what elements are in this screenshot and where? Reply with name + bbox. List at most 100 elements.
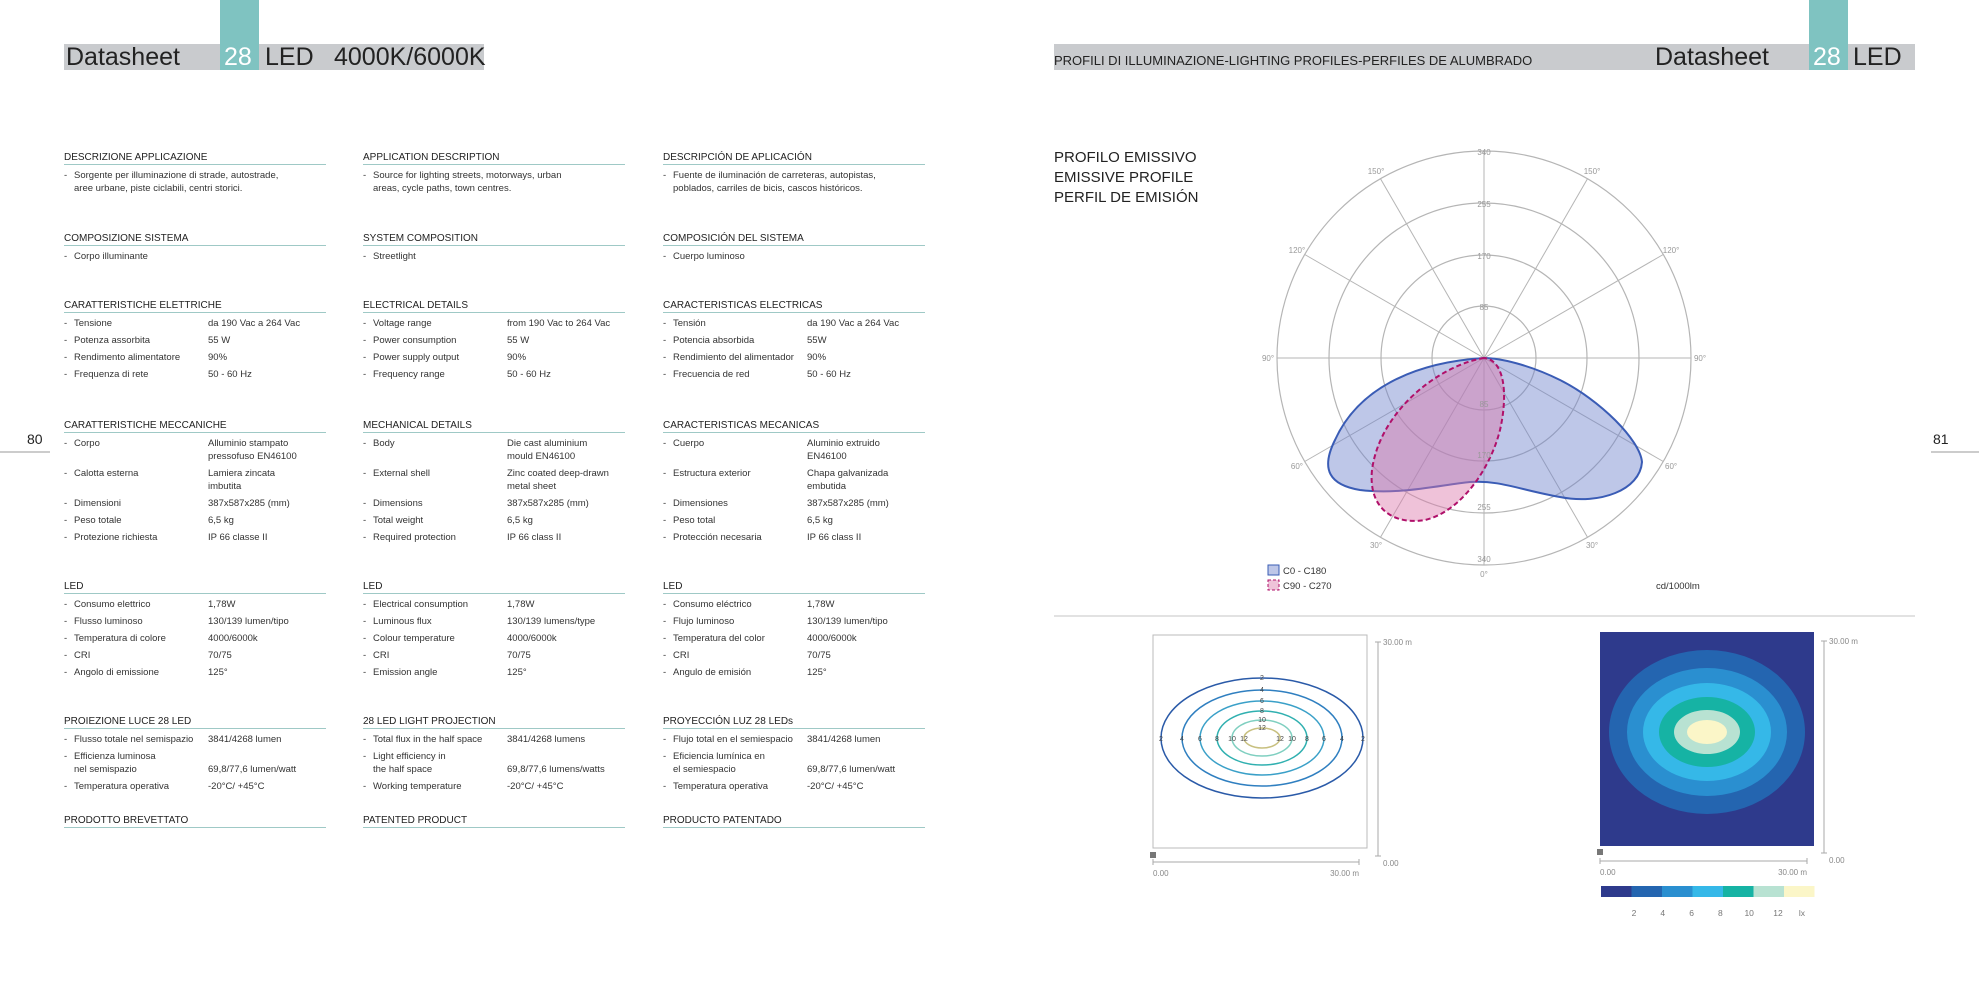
spec-item: Body Die cast aluminium mould EN46100	[363, 437, 625, 463]
contour-label: 8	[1305, 736, 1309, 743]
spec-value: 125°	[807, 667, 827, 678]
spec-item: Cuerpo Aluminio extruido EN46100	[663, 437, 925, 463]
header-title: Datasheet	[1655, 43, 1769, 71]
section-heading: 28 LED LIGHT PROJECTION	[363, 716, 625, 729]
spec-label: Total flux in the half space	[373, 734, 483, 745]
spec-item: Calotta esterna Lamiera zincata imbutita	[64, 467, 326, 493]
spec-label: Source for lighting streets, motorways, …	[373, 170, 562, 194]
spec-section: MECHANICAL DETAILS Body Die cast aluminium…	[363, 420, 625, 548]
contour-label: 8	[1215, 736, 1219, 743]
spec-label: CRI	[373, 650, 390, 661]
spec-value: 90%	[507, 352, 527, 363]
polar-spoke	[1380, 357, 1485, 538]
origin-marker	[1150, 852, 1156, 858]
spec-item: Consumo elettrico 1,78W	[64, 598, 326, 611]
page-number: 80	[27, 431, 43, 447]
contour-label: 4	[1340, 736, 1344, 743]
contour-label: 6	[1198, 736, 1202, 743]
spec-value: Alluminio stampato pressofuso EN46100	[208, 438, 297, 462]
spec-value: Die cast aluminium mould EN46100	[507, 438, 588, 462]
contour-label: 4	[1180, 736, 1184, 743]
color-scale-segment	[1692, 886, 1723, 897]
polar-radial-label: 255	[1477, 200, 1491, 209]
spec-section: CARACTERISTICAS MECANICAS Cuerpo Aluminio …	[663, 420, 925, 548]
spec-section: PRODOTTO BREVETTATO	[64, 815, 326, 832]
spec-label: Peso total	[673, 515, 716, 526]
spec-value: 70/75	[208, 650, 232, 661]
section-heading: LED	[64, 581, 326, 594]
spec-label: Estructura exterior	[673, 468, 751, 479]
spec-label: Temperatura di colore	[74, 633, 166, 644]
spec-section: 28 LED LIGHT PROJECTION Total flux in the…	[363, 716, 625, 797]
spec-value: -20°C/ +45°C	[507, 781, 564, 792]
spec-section: CARACTERISTICAS ELECTRICAS Tensión da 190 …	[663, 300, 925, 385]
contour-label: 4	[1260, 687, 1264, 694]
heatmap-band	[1687, 720, 1727, 744]
spec-item: Temperatura operativa -20°C/ +45°C	[64, 780, 326, 793]
spec-item: Fuente de iluminación de carreteras, aut…	[663, 169, 925, 195]
spec-label: Potencia absorbida	[673, 335, 755, 346]
polar-spoke	[1483, 357, 1588, 538]
spec-value: 4000/6000k	[208, 633, 258, 644]
spec-value: 130/139 lumen/tipo	[807, 616, 888, 627]
spec-section: PRODUCTO PATENTADO	[663, 815, 925, 832]
contour-label: 10	[1258, 717, 1266, 724]
spec-label: Corpo illuminante	[74, 251, 148, 262]
spec-label: Tensión	[673, 318, 706, 329]
spec-item: Rendimento alimentatore 90%	[64, 351, 326, 364]
isolux-contour	[1160, 677, 1364, 799]
spec-item: Dimensiones 387x587x285 (mm)	[663, 497, 925, 510]
axis-label: 30.00 m	[1383, 638, 1412, 647]
spec-label: CRI	[74, 650, 91, 661]
polar-radial-label: 170	[1477, 252, 1491, 261]
spec-item: Colour temperature 4000/6000k	[363, 632, 625, 645]
polar-spoke	[1380, 178, 1485, 359]
color-scale-unit: lx	[1799, 908, 1806, 918]
spec-value: da 190 Vac a 264 Vac	[208, 318, 301, 329]
spec-value: 55 W	[507, 335, 530, 346]
spec-item: Potencia absorbida 55W	[663, 334, 925, 347]
spec-value: 125°	[208, 667, 228, 678]
contour-label: 10	[1228, 736, 1236, 743]
spec-item: Sorgente per illuminazione di strade, au…	[64, 169, 326, 195]
spec-item: Emission angle 125°	[363, 666, 625, 679]
spec-section: PROIEZIONE LUCE 28 LED Flusso totale nel …	[64, 716, 326, 797]
spec-label: Fuente de iluminación de carreteras, aut…	[673, 170, 876, 194]
spec-label: Consumo eléctrico	[673, 599, 752, 610]
color-scale-label: 8	[1718, 908, 1723, 918]
spec-section: PATENTED PRODUCT	[363, 815, 625, 832]
polar-angle-label: 0°	[1480, 570, 1488, 579]
spec-item: Power supply output 90%	[363, 351, 625, 364]
polar-spoke	[1483, 178, 1588, 359]
spec-value: Zinc coated deep-drawn metal sheet	[507, 468, 609, 492]
spec-item: CRI 70/75	[663, 649, 925, 662]
spec-value: 69,8/77,6 lumen/watt	[807, 764, 896, 775]
spec-label: Potenza assorbita	[74, 335, 151, 346]
spec-label: Light efficiency in the half space	[373, 751, 446, 775]
profile-c0	[1327, 356, 1644, 501]
contour-label: 10	[1288, 736, 1296, 743]
isolux-contour	[1243, 727, 1281, 749]
spec-section: LED Electrical consumption 1,78W Luminous f…	[363, 581, 625, 683]
legend-swatch	[1267, 564, 1280, 576]
spec-item: Rendimiento del alimentador 90%	[663, 351, 925, 364]
polar-radial-label: 255	[1477, 503, 1491, 512]
spec-section: LED Consumo elettrico 1,78W Flusso luminoso…	[64, 581, 326, 683]
spec-item: Light efficiency in the half space 69,8/…	[363, 750, 625, 776]
section-heading: DESCRIPCIÓN DE APLICACIÓN	[663, 152, 925, 165]
header-badge	[220, 0, 259, 70]
spec-item: Peso total 6,5 kg	[663, 514, 925, 527]
polar-angle-label: 90°	[1694, 354, 1706, 363]
spec-value: 6,5 kg	[208, 515, 234, 526]
spec-value: 130/139 lumen/tipo	[208, 616, 289, 627]
spec-label: Sorgente per illuminazione di strade, au…	[74, 170, 279, 194]
spec-item: Dimensions 387x587x285 (mm)	[363, 497, 625, 510]
color-scale-segment	[1662, 886, 1693, 897]
spec-value: 130/139 lumens/type	[507, 616, 596, 627]
spec-value: 387x587x285 (mm)	[507, 498, 589, 509]
spec-section: CARATTERISTICHE ELETTRICHE Tensione da 190…	[64, 300, 326, 385]
color-scale-label: 10	[1744, 908, 1754, 918]
spec-label: Flujo luminoso	[673, 616, 735, 627]
spec-item: Voltage range from 190 Vac to 264 Vac	[363, 317, 625, 330]
spec-value: 387x587x285 (mm)	[208, 498, 290, 509]
